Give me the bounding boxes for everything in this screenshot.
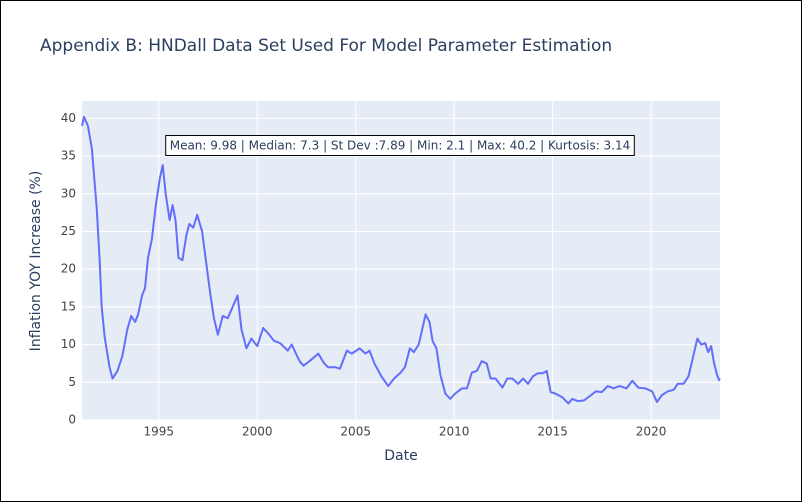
y-tick-label: 15 <box>61 299 76 313</box>
line-series <box>81 115 721 405</box>
annotation: Mean: 9.98 | Median: 7.3 | St Dev :7.89 … <box>170 139 631 153</box>
y-tick-label: 25 <box>61 224 76 238</box>
x-tick-label: 2015 <box>537 425 568 439</box>
x-tick-label: 1995 <box>144 425 175 439</box>
y-tick-label: 30 <box>61 186 76 200</box>
x-axis-title: Date <box>384 448 417 464</box>
y-tick-label: 40 <box>61 111 76 125</box>
y-tick-label: 20 <box>61 262 76 276</box>
x-tick-label: 2020 <box>636 425 667 439</box>
y-tick-label: 5 <box>68 375 76 389</box>
y-tick-label: 10 <box>61 337 76 351</box>
x-tick-label: 2010 <box>439 425 470 439</box>
annotation-box <box>165 135 635 156</box>
y-tick-label: 35 <box>61 149 76 163</box>
x-tick-label: 2000 <box>242 425 273 439</box>
x-tick-label: 2005 <box>340 425 371 439</box>
chart-title: Appendix B: HNDall Data Set Used For Mod… <box>40 36 612 56</box>
y-tick-label: 0 <box>68 413 76 427</box>
y-axis-title: Inflation YOY Increase (%) <box>28 171 44 352</box>
